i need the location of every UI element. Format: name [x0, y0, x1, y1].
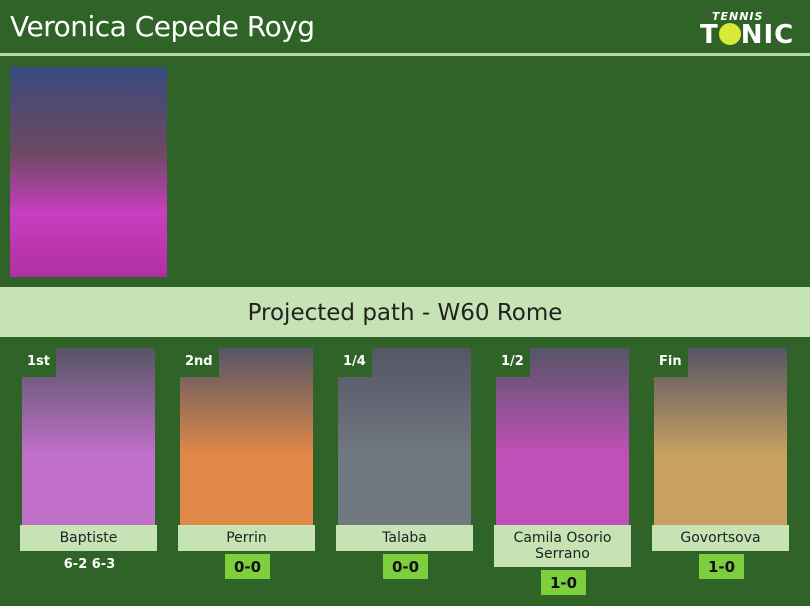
opponent-name: Perrin [178, 525, 315, 551]
player-name-title: Veronica Cepede Royg [10, 10, 315, 43]
head-to-head-score: 0-0 [225, 554, 270, 579]
opponent-photo: 2nd [180, 348, 313, 525]
opponent-name: Baptiste [20, 525, 157, 551]
projected-path-banner: Projected path - W60 Rome [0, 287, 810, 337]
opponent-photo: 1/4 [338, 348, 471, 525]
opponent-photo: 1st [22, 348, 155, 525]
opponent-name: Govortsova [652, 525, 789, 551]
round-label: 2nd [180, 348, 219, 377]
head-to-head-score: 1-0 [699, 554, 744, 579]
opponent-card: 2nd Perrin 0-0 [178, 348, 315, 579]
player-photo [10, 67, 167, 277]
round-label: 1/2 [496, 348, 530, 377]
opponent-name: Camila Osorio Serrano [494, 525, 631, 567]
opponent-name: Talaba [336, 525, 473, 551]
round-label: Fin [654, 348, 688, 377]
head-to-head-score: 0-0 [383, 554, 428, 579]
round-label: 1st [22, 348, 56, 377]
opponent-card: 1/4 Talaba 0-0 [336, 348, 473, 579]
match-result: 6-2 6-3 [63, 557, 116, 572]
opponent-card: 1st Baptiste 6-2 6-3 [20, 348, 157, 572]
opponent-card: Fin Govortsova 1-0 [652, 348, 789, 579]
opponent-card: 1/2 Camila Osorio Serrano 1-0 [494, 348, 631, 595]
round-label: 1/4 [338, 348, 372, 377]
tennis-tonic-logo: TENNIS T NIC [700, 10, 795, 50]
tennis-ball-icon [718, 23, 741, 45]
opponent-photo: Fin [654, 348, 787, 525]
header-divider [0, 53, 810, 56]
head-to-head-score: 1-0 [541, 570, 586, 595]
opponent-photo: 1/2 [496, 348, 629, 525]
